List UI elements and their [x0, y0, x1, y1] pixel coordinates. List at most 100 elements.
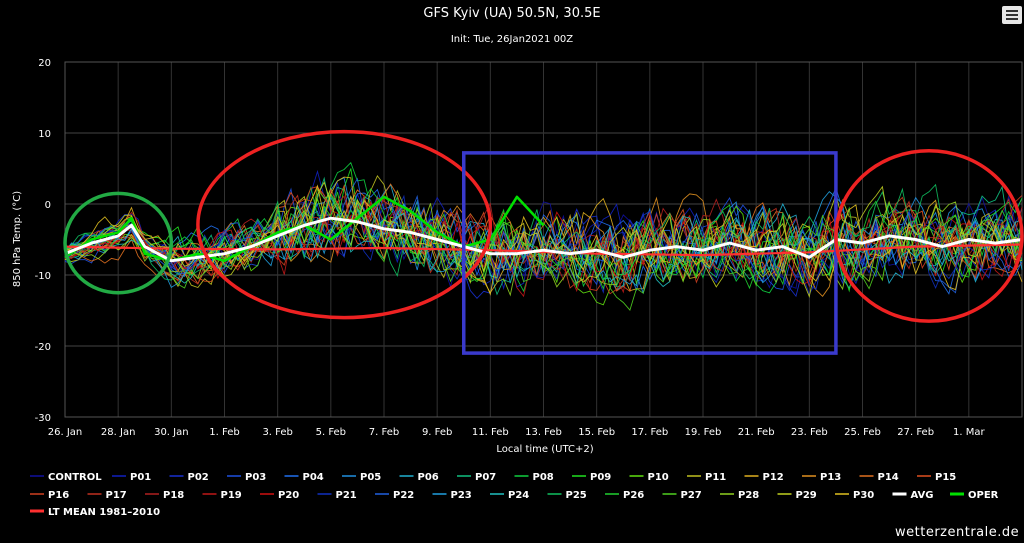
- legend-item-p18[interactable]: P18: [145, 490, 184, 501]
- x-tick-label: 3. Feb: [262, 427, 292, 438]
- legend-item-oper[interactable]: OPER: [950, 490, 999, 501]
- legend-item-p03[interactable]: P03: [227, 472, 266, 483]
- legend-item-p17[interactable]: P17: [87, 490, 127, 501]
- ensemble-line-p25: [64, 183, 1023, 288]
- x-tick-label: 5. Feb: [316, 427, 346, 438]
- annotations: [63, 129, 1024, 355]
- legend-label: P21: [336, 490, 357, 501]
- x-tick-label: 13. Feb: [525, 427, 562, 438]
- legend-label: P05: [360, 472, 381, 483]
- legend-item-p14[interactable]: P14: [859, 472, 899, 483]
- legend-label: P08: [533, 472, 554, 483]
- legend-item-p16[interactable]: P16: [30, 490, 69, 501]
- legend-label: P26: [623, 490, 644, 501]
- ensemble-line-p27: [64, 188, 1023, 312]
- ensemble-line-control: [64, 194, 1023, 289]
- ensemble-line-p28: [64, 200, 1023, 297]
- legend-item-p26[interactable]: P26: [605, 490, 644, 501]
- hamburger-menu-icon[interactable]: [1002, 6, 1022, 24]
- legend-item-p02[interactable]: P02: [169, 472, 209, 483]
- legend-label: P28: [738, 490, 759, 501]
- legend-item-p19[interactable]: P19: [202, 490, 242, 501]
- legend-label: P02: [188, 472, 209, 483]
- x-tick-label: 26. Jan: [48, 427, 83, 438]
- x-tick-label: 17. Feb: [631, 427, 668, 438]
- x-tick-label: 1. Mar: [953, 427, 985, 438]
- legend-label: P07: [475, 472, 496, 483]
- legend-item-p30[interactable]: P30: [835, 490, 874, 501]
- legend-item-p06[interactable]: P06: [399, 472, 439, 483]
- x-tick-label: 25. Feb: [844, 427, 881, 438]
- ensemble-line-p22: [64, 177, 1023, 294]
- legend-item-control[interactable]: CONTROL: [30, 472, 102, 483]
- legend-item-p15[interactable]: P15: [917, 472, 956, 483]
- legend-item-p05[interactable]: P05: [342, 472, 381, 483]
- chart-title: GFS Kyiv (UA) 50.5N, 30.5E: [423, 6, 601, 21]
- legend-item-p21[interactable]: P21: [317, 490, 357, 501]
- legend-item-p04[interactable]: P04: [284, 472, 324, 483]
- annotation-ellipse: [834, 149, 1024, 323]
- legend-item-p25[interactable]: P25: [547, 490, 587, 501]
- legend-label: P11: [705, 472, 726, 483]
- x-tick-label: 30. Jan: [154, 427, 189, 438]
- legend-label: OPER: [968, 490, 999, 501]
- legend-label: P22: [393, 490, 414, 501]
- legend-label: CONTROL: [48, 472, 102, 483]
- legend-item-p12[interactable]: P12: [744, 472, 784, 483]
- y-tick-label: -20: [35, 342, 51, 353]
- x-tick-label: 23. Feb: [791, 427, 828, 438]
- legend-label: P17: [106, 490, 127, 501]
- legend-label: P25: [566, 490, 587, 501]
- legend-item-avg[interactable]: AVG: [892, 490, 934, 501]
- x-tick-label: 1. Feb: [209, 427, 239, 438]
- legend-label: P27: [681, 490, 702, 501]
- legend-item-lt-mean-1981-2010[interactable]: LT MEAN 1981–2010: [30, 507, 160, 518]
- annotation-rect: [462, 151, 838, 355]
- legend-label: LT MEAN 1981–2010: [48, 507, 160, 518]
- legend-item-p27[interactable]: P27: [662, 490, 702, 501]
- y-tick-label: -30: [35, 413, 51, 424]
- watermark-text: wetterzentrale.de: [895, 525, 1020, 540]
- legend-item-p01[interactable]: P01: [112, 472, 151, 483]
- legend-label: P15: [935, 472, 956, 483]
- legend-item-p09[interactable]: P09: [572, 472, 611, 483]
- x-tick-label: 7. Feb: [369, 427, 399, 438]
- legend-item-p23[interactable]: P23: [432, 490, 472, 501]
- legend-label: P03: [245, 472, 266, 483]
- legend-label: P12: [763, 472, 784, 483]
- x-tick-label: 19. Feb: [685, 427, 722, 438]
- legend-label: P14: [878, 472, 899, 483]
- legend-item-p08[interactable]: P08: [514, 472, 554, 483]
- legend-item-p29[interactable]: P29: [777, 490, 817, 501]
- main-series: [64, 195, 1023, 263]
- y-tick-labels: 20 10 0 -10 -20 -30: [35, 58, 51, 424]
- y-tick-label: -10: [35, 271, 51, 282]
- legend-item-p20[interactable]: P20: [260, 490, 299, 501]
- legend-item-p07[interactable]: P07: [457, 472, 496, 483]
- legend-item-p13[interactable]: P13: [802, 472, 841, 483]
- x-tick-label: 15. Feb: [578, 427, 615, 438]
- annotation-ellipse: [196, 129, 493, 320]
- legend-label: P09: [590, 472, 611, 483]
- y-tick-label: 10: [38, 129, 51, 140]
- x-axis-label: Local time (UTC+2): [496, 444, 593, 455]
- x-tick-label: 21. Feb: [738, 427, 775, 438]
- legend-label: P30: [853, 490, 874, 501]
- legend-item-p11[interactable]: P11: [687, 472, 726, 483]
- legend-item-p24[interactable]: P24: [490, 490, 529, 501]
- legend-item-p22[interactable]: P22: [375, 490, 414, 501]
- legend-label: P04: [303, 472, 324, 483]
- avg-line: [64, 216, 1023, 263]
- legend: CONTROL P01 P02 P03 P04 P05 P06 P07 P08 P09 P10 P11…: [30, 472, 999, 518]
- legend-label: P18: [163, 490, 184, 501]
- x-tick-label: 27. Feb: [897, 427, 934, 438]
- legend-item-p10[interactable]: P10: [629, 472, 669, 483]
- legend-label: P24: [508, 490, 529, 501]
- legend-label: P20: [278, 490, 299, 501]
- lt-mean-line: [64, 243, 1023, 257]
- legend-label: P06: [418, 472, 439, 483]
- x-tick-label: 11. Feb: [472, 427, 509, 438]
- y-axis-label: 850 hPa Temp. (°C): [12, 191, 23, 287]
- legend-item-p28[interactable]: P28: [720, 490, 759, 501]
